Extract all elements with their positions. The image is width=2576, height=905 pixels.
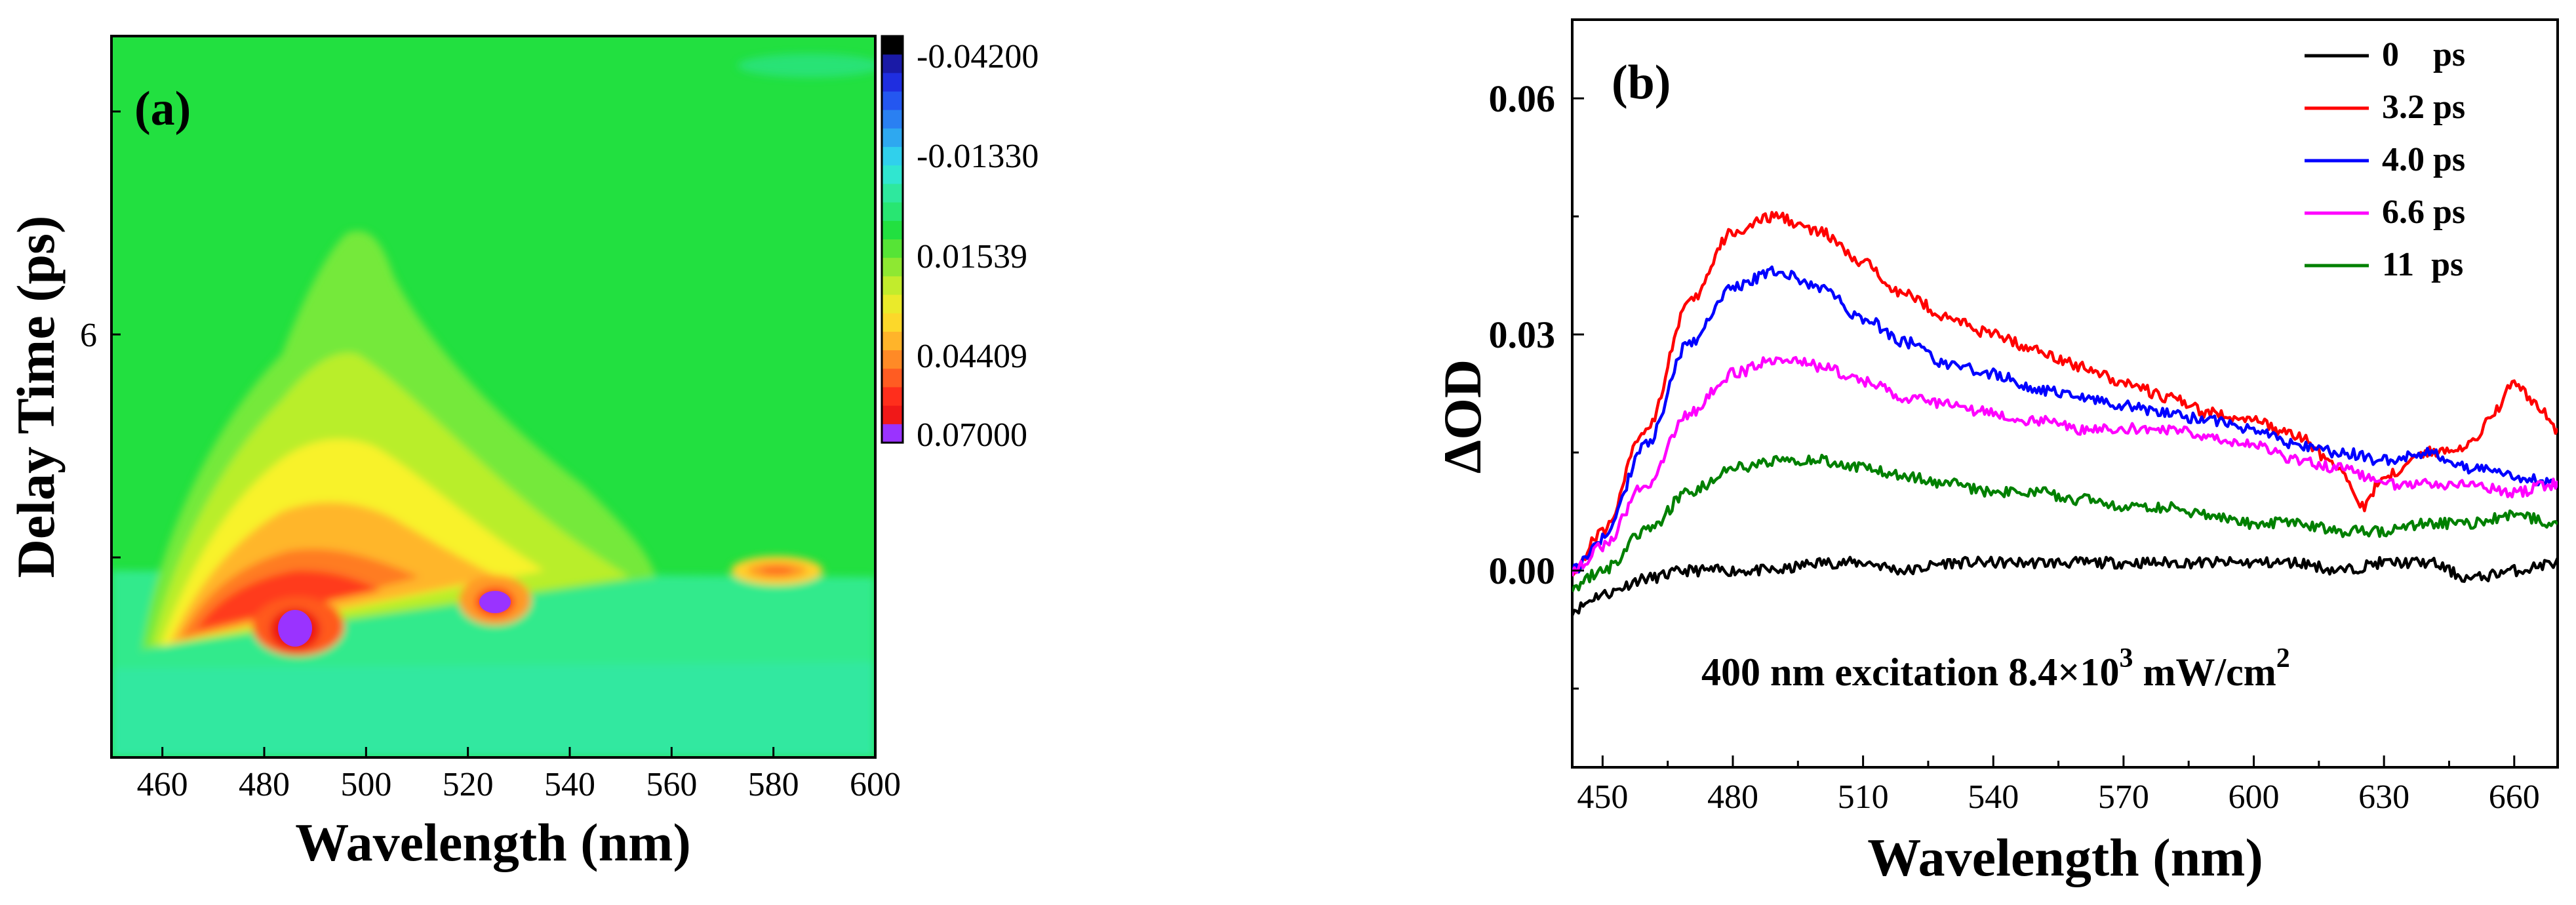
heatmap-panel-a: 460 480 500 520 540 560 580 600 6 (a) Wavelength… xyxy=(6,35,901,872)
colorbar-block xyxy=(882,313,903,332)
line-x-axis-label: Wavelength (nm) xyxy=(1867,828,2263,887)
colorbar-block xyxy=(882,387,903,407)
line-y-tick-label: 0.03 xyxy=(1489,313,1556,356)
colorbar-frame xyxy=(881,35,904,444)
colorbar-block xyxy=(882,128,903,148)
heatmap-x-tick-label: 480 xyxy=(239,766,290,803)
heatmap-y-axis-label: Delay Time (ps) xyxy=(6,216,66,578)
line-x-tick-label: 570 xyxy=(2098,778,2149,816)
colorbar-block xyxy=(882,369,903,388)
legend-label: 11 ps xyxy=(2382,246,2463,283)
colorbar-tick-label: -0.04200 xyxy=(917,38,1039,75)
line-axes: 450 480 510 540 570 600 630 660 0.00 0.03 0.06 xyxy=(1489,77,2540,816)
colorbar-tick-label: 0.04409 xyxy=(917,338,1027,375)
line-series xyxy=(1572,211,2558,616)
colorbar-block xyxy=(882,294,903,314)
line-x-tick-label: 450 xyxy=(1577,778,1628,816)
line-panel-label: (b) xyxy=(1612,56,1671,110)
heatmap-x-tick-label: 460 xyxy=(137,766,188,803)
heatmap-x-tick-label: 580 xyxy=(748,766,799,803)
legend-label: 0 ps xyxy=(2382,36,2465,73)
colorbar-tick-label: -0.01330 xyxy=(917,138,1039,175)
excitation-annotation: 400 nm excitation 8.4×103 mW/cm2 xyxy=(1701,643,2290,694)
colorbar-block xyxy=(882,220,903,240)
line-x-tick-label: 540 xyxy=(1968,778,2019,816)
heatmap-panel-label: (a) xyxy=(134,82,191,136)
series-line xyxy=(1572,211,2558,577)
legend: 0 ps 3.2 ps 4.0 ps 6.6 ps 11 ps xyxy=(2305,36,2465,283)
heatmap-axes: 460 480 500 520 540 560 580 600 6 xyxy=(80,110,901,803)
colorbar-block xyxy=(882,202,903,222)
colorbar-block xyxy=(882,405,903,425)
colorbar-block xyxy=(882,258,903,277)
line-y-tick-label: 0.06 xyxy=(1489,77,1556,120)
series-line xyxy=(1572,555,2558,616)
colorbar-block xyxy=(882,91,903,111)
legend-label: 6.6 ps xyxy=(2382,193,2465,231)
heatmap-x-tick-label: 560 xyxy=(646,766,697,803)
series-line xyxy=(1572,265,2558,576)
line-panel-b: 450 480 510 540 570 600 630 660 0.00 0.03 0.06 (b)… xyxy=(1433,18,2559,887)
line-x-tick-label: 480 xyxy=(1707,778,1758,816)
line-x-tick-label: 630 xyxy=(2358,778,2409,816)
heatmap-y-tick-label: 6 xyxy=(80,317,97,354)
series-line xyxy=(1572,355,2558,576)
line-x-tick-label: 510 xyxy=(1838,778,1889,816)
colorbar-block xyxy=(882,165,903,185)
heatmap-contours xyxy=(111,54,875,757)
heatmap-x-tick-label: 520 xyxy=(443,766,494,803)
line-x-tick-label: 660 xyxy=(2489,778,2540,816)
heatmap-x-tick-label: 540 xyxy=(544,766,595,803)
colorbar-block xyxy=(882,184,903,203)
heatmap-x-tick-label: 600 xyxy=(850,766,901,803)
colorbar-block xyxy=(882,147,903,166)
colorbar-block xyxy=(882,331,903,351)
colorbar-block xyxy=(882,54,903,73)
colorbar-block xyxy=(882,424,903,443)
colorbar-block xyxy=(882,36,903,55)
colorbar-blocks xyxy=(882,36,903,443)
heatmap-x-axis-label: Wavelength (nm) xyxy=(295,813,691,872)
colorbar-tick-label: 0.01539 xyxy=(917,238,1027,275)
colorbar-block xyxy=(882,73,903,92)
colorbar-tick-label: 0.07000 xyxy=(917,416,1027,454)
plot-frame xyxy=(1571,18,2559,769)
peak-525nm xyxy=(479,591,511,613)
colorbar-block xyxy=(882,350,903,369)
heatmap-x-tick-label: 500 xyxy=(340,766,391,803)
colorbar: -0.04200 -0.01330 0.01539 0.04409 0.0700… xyxy=(881,35,1039,454)
legend-label: 4.0 ps xyxy=(2382,141,2465,178)
series-line xyxy=(1572,453,2558,593)
colorbar-block xyxy=(882,239,903,258)
legend-label: 3.2 ps xyxy=(2382,89,2465,126)
peak-480nm xyxy=(278,610,312,647)
line-y-axis-label: ΔOD xyxy=(1433,359,1492,473)
colorbar-block xyxy=(882,276,903,296)
line-y-tick-label: 0.00 xyxy=(1489,550,1556,592)
heatmap-frame xyxy=(110,35,877,759)
line-x-tick-label: 600 xyxy=(2229,778,2280,816)
colorbar-block xyxy=(882,110,903,129)
